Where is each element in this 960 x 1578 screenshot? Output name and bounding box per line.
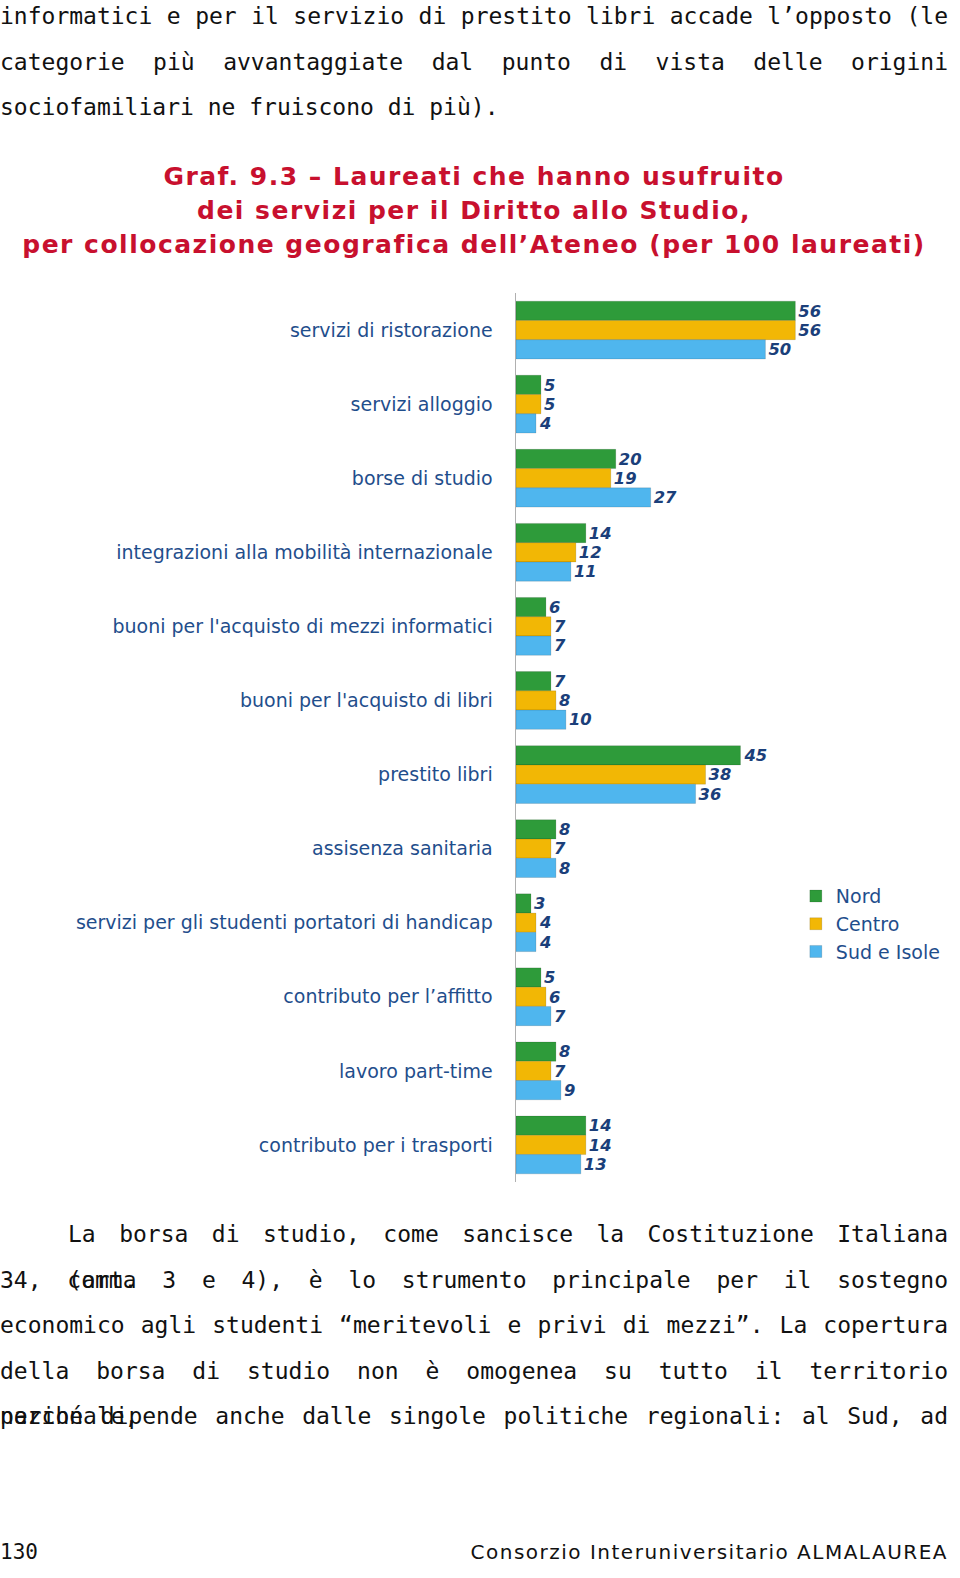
svg-text:13: 13: [584, 1155, 607, 1174]
svg-text:11: 11: [574, 562, 597, 581]
svg-text:7: 7: [554, 839, 566, 858]
svg-text:servizi per gli studenti porta: servizi per gli studenti portatori di ha…: [76, 911, 493, 933]
svg-text:10: 10: [569, 710, 592, 729]
svg-text:buoni per l'acquisto di libri: buoni per l'acquisto di libri: [240, 689, 493, 711]
html-text:economico agli studenti “merit: economico agli studenti “meritevoli e pr…: [0, 1312, 948, 1338]
svg-text:56: 56: [798, 302, 821, 321]
svg-text:8: 8: [559, 1042, 570, 1061]
svg-text:5: 5: [544, 395, 555, 414]
svg-text:7: 7: [554, 636, 566, 655]
svg-text:20: 20: [619, 450, 642, 469]
html-text:Consorzio Interuniversitario A: Consorzio Interuniversitario ALMALAUREA: [470, 1540, 948, 1564]
svg-text:14: 14: [589, 1136, 612, 1155]
svg-text:14: 14: [589, 1116, 612, 1135]
svg-text:4: 4: [539, 913, 551, 932]
svg-text:45: 45: [743, 746, 767, 765]
html-text:informatici e per il servizio: informatici e per il servizio di prestit…: [0, 3, 948, 29]
html-text:130: 130: [0, 1540, 38, 1564]
svg-text:3: 3: [534, 894, 545, 913]
svg-text:38: 38: [709, 765, 732, 784]
svg-text:50: 50: [768, 340, 791, 359]
svg-text:assisenza sanitaria: assisenza sanitaria: [312, 837, 493, 859]
svg-text:contributo per l’affitto: contributo per l’affitto: [283, 985, 492, 1007]
svg-text:4: 4: [539, 933, 551, 952]
svg-text:5: 5: [544, 376, 555, 395]
svg-text:7: 7: [554, 617, 566, 636]
svg-text:buoni per l'acquisto di mezzi: buoni per l'acquisto di mezzi informatic…: [112, 615, 492, 637]
svg-text:contributo per i trasporti: contributo per i trasporti: [259, 1134, 493, 1156]
svg-text:5: 5: [544, 968, 555, 987]
svg-text:lavoro part-time: lavoro part-time: [339, 1060, 493, 1082]
html-text:Graf. 9.3 – Laureati che hanno: Graf. 9.3 – Laureati che hanno usufruito…: [22, 162, 926, 259]
svg-text:servizi alloggio: servizi alloggio: [351, 393, 493, 415]
html-text:La borsa di studio, come sanci: La borsa di studio, come sancisce la Cos…: [68, 1221, 948, 1293]
svg-text:6: 6: [549, 988, 560, 1007]
svg-text:8: 8: [559, 859, 570, 878]
svg-text:integrazioni alla mobilità int: integrazioni alla mobilità internazional…: [116, 541, 492, 563]
svg-text:56: 56: [798, 321, 821, 340]
svg-text:8: 8: [559, 691, 570, 710]
html-text:perché dipende anche dalle sin: perché dipende anche dalle singole polit…: [0, 1403, 948, 1429]
svg-text:Nord: Nord: [836, 885, 881, 907]
svg-text:8: 8: [559, 820, 570, 839]
svg-text:9: 9: [564, 1081, 575, 1100]
svg-text:19: 19: [614, 469, 637, 488]
svg-text:4: 4: [539, 414, 551, 433]
svg-text:6: 6: [549, 598, 560, 617]
svg-text:Centro: Centro: [836, 913, 899, 935]
svg-text:prestito libri: prestito libri: [378, 763, 493, 785]
html-text:della borsa di studio non è om: della borsa di studio non è omogenea su …: [0, 1357, 948, 1429]
svg-text:12: 12: [579, 543, 602, 562]
svg-text:servizi di ristorazione: servizi di ristorazione: [290, 319, 493, 341]
svg-text:7: 7: [554, 1007, 566, 1026]
html-text:sociofamiliari ne fruiscono di: sociofamiliari ne fruiscono di più).: [0, 94, 499, 120]
html-text:34, comma 3 e 4), è lo strumen: 34, comma 3 e 4), è lo strumento princip…: [0, 1266, 948, 1293]
svg-text:7: 7: [554, 1062, 566, 1081]
html-text:categorie più avvantaggiate da: categorie più avvantaggiate dal punto di…: [0, 48, 948, 75]
svg-text:36: 36: [699, 785, 722, 804]
svg-text:borse di studio: borse di studio: [352, 467, 493, 489]
svg-text:7: 7: [554, 672, 566, 691]
svg-text:Sud e Isole: Sud e Isole: [836, 941, 940, 963]
svg-text:14: 14: [589, 524, 612, 543]
svg-text:27: 27: [654, 488, 677, 507]
